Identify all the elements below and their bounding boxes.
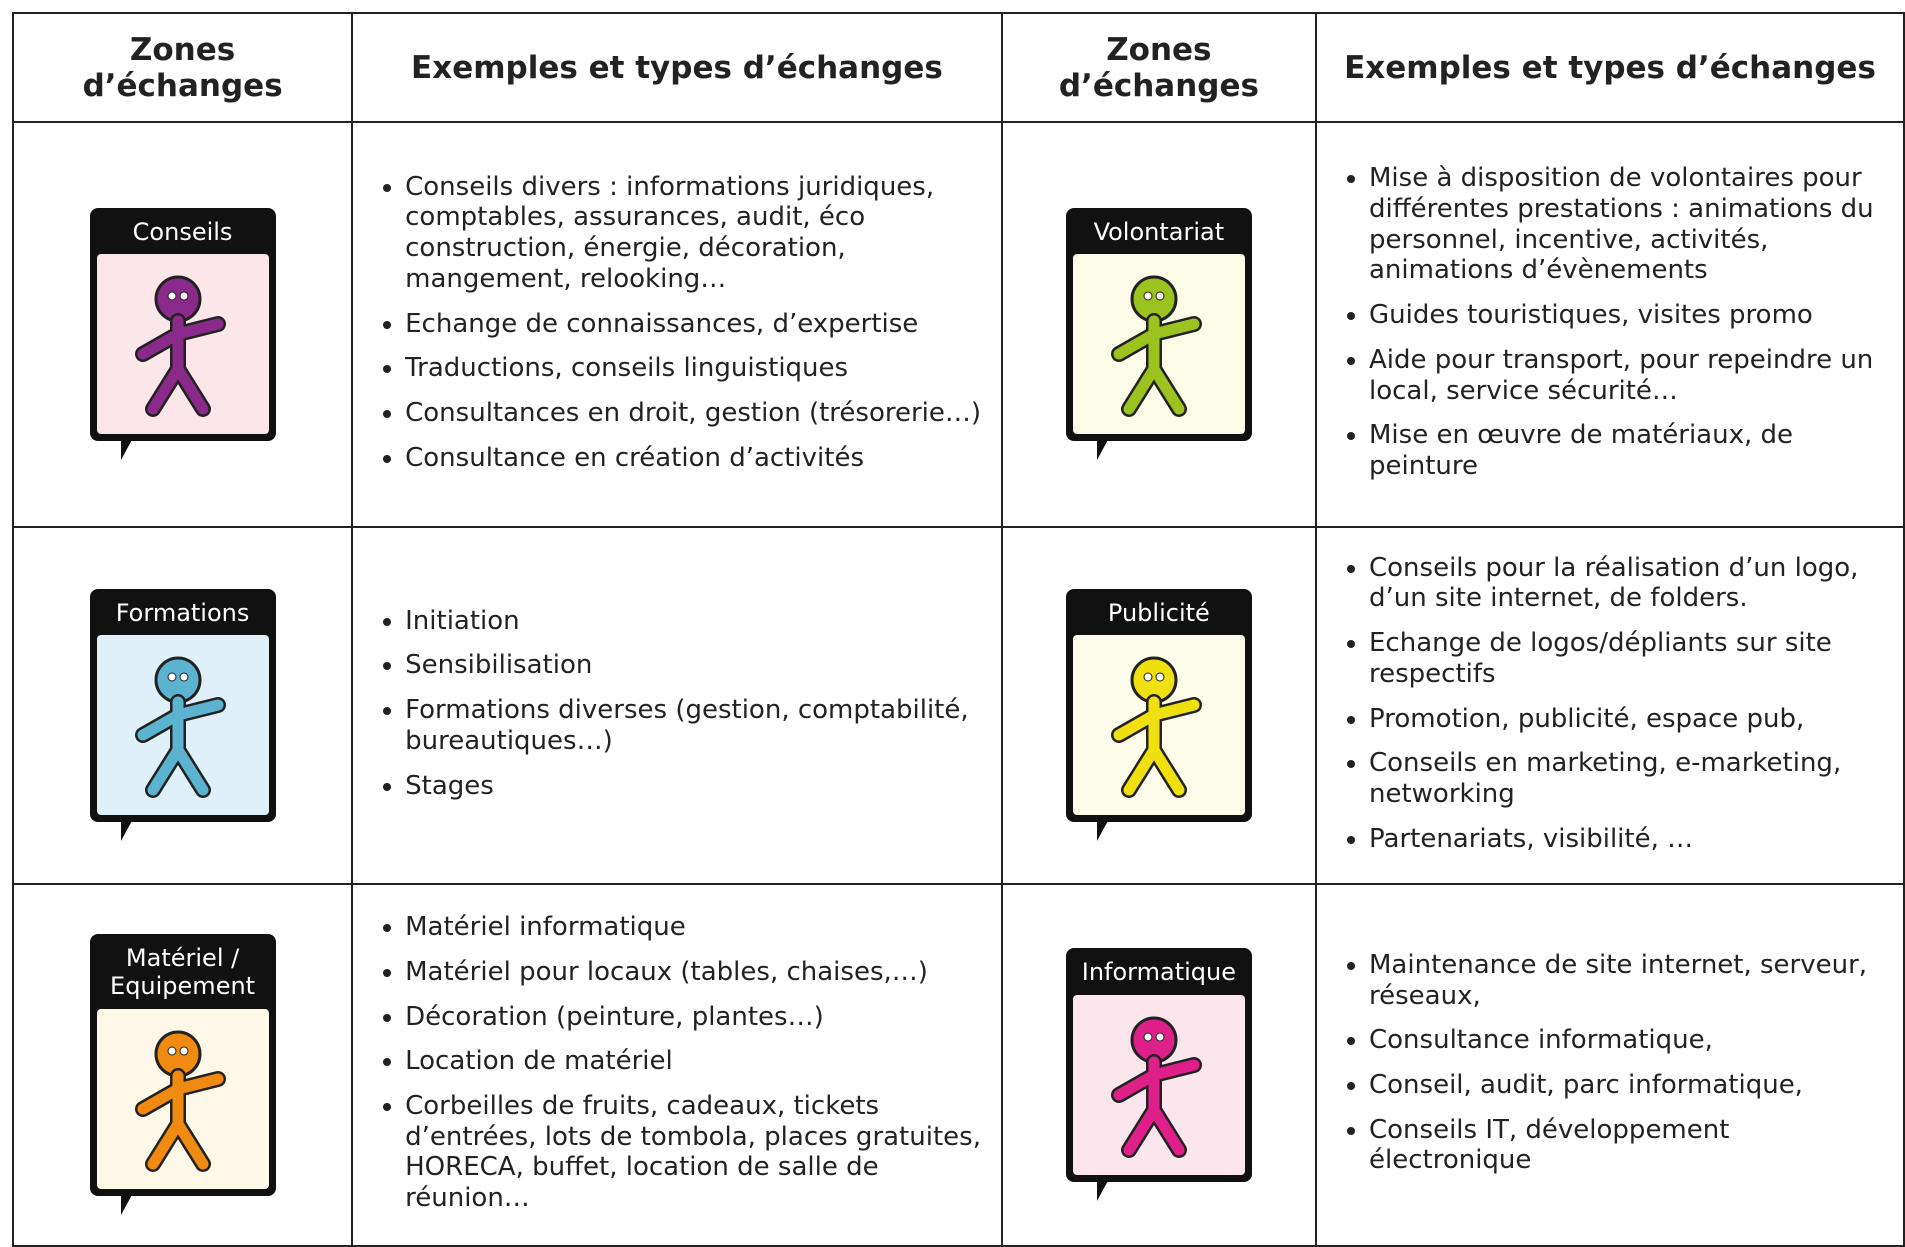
table-row: Formations Initiation Sensibilisation Forma… [11, 526, 1905, 885]
icon-figure [134, 1030, 226, 1172]
header-row: Zones d’échanges Exemples et types d’éch… [11, 12, 1905, 123]
item: Partenariats, visibilité, … [1369, 824, 1893, 855]
exchange-table: Zones d’échanges Exemples et types d’éch… [11, 12, 1905, 1247]
table-body: Conseils Conseils divers : informations j… [11, 121, 1905, 1247]
items-cell: Conseils divers : informations juridique… [351, 121, 1003, 528]
item: Matériel pour locaux (tables, chaises,…) [405, 957, 991, 988]
item: Stages [405, 771, 991, 802]
item: Maintenance de site internet, serveur, r… [1369, 950, 1893, 1011]
items-list: Initiation Sensibilisation Formations dive… [353, 606, 1001, 801]
card-tail [120, 819, 133, 842]
zone-label: Conseils [132, 217, 233, 246]
zone-label: Publicité [1107, 598, 1210, 627]
zone-label: Formations [115, 598, 250, 627]
header-cell: Zones d’échanges [11, 12, 354, 123]
zone-card: Conseils [89, 207, 276, 461]
items-list: Conseils pour la réalisation d’un logo, … [1317, 553, 1903, 854]
zone-cell: Formations [11, 526, 354, 885]
item: Traductions, conseils linguistiques [405, 353, 991, 384]
zone-icon [96, 635, 269, 816]
card-tail [120, 1192, 133, 1215]
zone-label: Matériel / Equipement [110, 944, 256, 1000]
item: Conseils IT, développement électronique [1369, 1115, 1893, 1176]
items-cell: Matériel informatique Matériel pour locau… [351, 883, 1003, 1247]
items-cell: Initiation Sensibilisation Formations dive… [351, 526, 1003, 885]
table-row: Matériel / Equipement Matériel informatiq… [11, 883, 1905, 1247]
icon-figure [134, 656, 226, 799]
item: Conseils en marketing, e-marketing, netw… [1369, 748, 1893, 809]
header-cell: Exemples et types d’échanges [351, 12, 1003, 123]
zone-card: Volontariat [1065, 207, 1252, 461]
card-tail [1096, 1178, 1109, 1201]
zone-cell: Informatique [1000, 883, 1318, 1247]
card-tail [1096, 819, 1109, 842]
zone-cell: Volontariat [1000, 121, 1318, 528]
header-cell: Exemples et types d’échanges [1315, 12, 1905, 123]
header-text: Zones d’échanges [82, 31, 283, 104]
items-list: Conseils divers : informations juridique… [353, 172, 1001, 473]
header-cell: Zones d’échanges [1000, 12, 1318, 123]
item: Mise à disposition de volontaires pour d… [1369, 163, 1893, 286]
item: Echange de connaissances, d’expertise [405, 309, 991, 340]
item: Promotion, publicité, espace pub, [1369, 704, 1893, 735]
icon-figure [1110, 656, 1202, 799]
items-cell: Mise à disposition de volontaires pour d… [1315, 121, 1905, 528]
item: Conseil, audit, parc informatique, [1369, 1070, 1893, 1101]
item: Consultances en droit, gestion (trésorer… [405, 398, 991, 429]
zone-cell: Publicité [1000, 526, 1318, 885]
item: Initiation [405, 606, 991, 637]
item: Formations diverses (gestion, comptabili… [405, 695, 991, 756]
zone-card: Formations [89, 588, 276, 842]
items-cell: Maintenance de site internet, serveur, r… [1315, 883, 1905, 1247]
item: Corbeilles de fruits, cadeaux, tickets d… [405, 1091, 991, 1214]
item: Matériel informatique [405, 912, 991, 943]
item: Conseils divers : informations juridique… [405, 172, 991, 295]
zone-icon [1072, 994, 1245, 1175]
zone-label: Volontariat [1093, 217, 1225, 246]
card-tail [120, 438, 133, 461]
items-list: Maintenance de site internet, serveur, r… [1317, 950, 1903, 1176]
item: Conseils pour la réalisation d’un logo, … [1369, 553, 1893, 614]
items-cell: Conseils pour la réalisation d’un logo, … [1315, 526, 1905, 885]
item: Sensibilisation [405, 650, 991, 681]
zone-icon [1072, 635, 1245, 816]
item: Mise en œuvre de matériaux, de peinture [1369, 420, 1893, 481]
item: Décoration (peinture, plantes…) [405, 1002, 991, 1033]
item: Location de matériel [405, 1046, 991, 1077]
item: Aide pour transport, pour repeindre un l… [1369, 345, 1893, 406]
item: Consultance en création d’activités [405, 443, 991, 474]
item: Guides touristiques, visites promo [1369, 300, 1893, 331]
header-text: Zones d’échanges [1058, 31, 1259, 104]
icon-figure [134, 275, 226, 418]
zone-cell: Conseils [11, 121, 354, 528]
items-list: Matériel informatique Matériel pour locau… [353, 912, 1001, 1213]
zone-icon [96, 1008, 269, 1189]
card-tail [1096, 438, 1109, 461]
table-row: Conseils Conseils divers : informations j… [11, 121, 1905, 528]
zone-card: Publicité [1065, 588, 1252, 842]
item: Echange de logos/dépliants sur site resp… [1369, 628, 1893, 689]
zone-icon [96, 254, 269, 435]
zone-cell: Matériel / Equipement [11, 883, 354, 1247]
zone-card: Matériel / Equipement [89, 934, 276, 1215]
zone-card: Informatique [1065, 948, 1252, 1201]
items-list: Mise à disposition de volontaires pour d… [1317, 163, 1903, 481]
icon-figure [1110, 1016, 1202, 1158]
icon-figure [1110, 275, 1202, 418]
zone-label: Informatique [1081, 958, 1236, 987]
item: Consultance informatique, [1369, 1025, 1893, 1056]
zone-icon [1072, 254, 1245, 435]
